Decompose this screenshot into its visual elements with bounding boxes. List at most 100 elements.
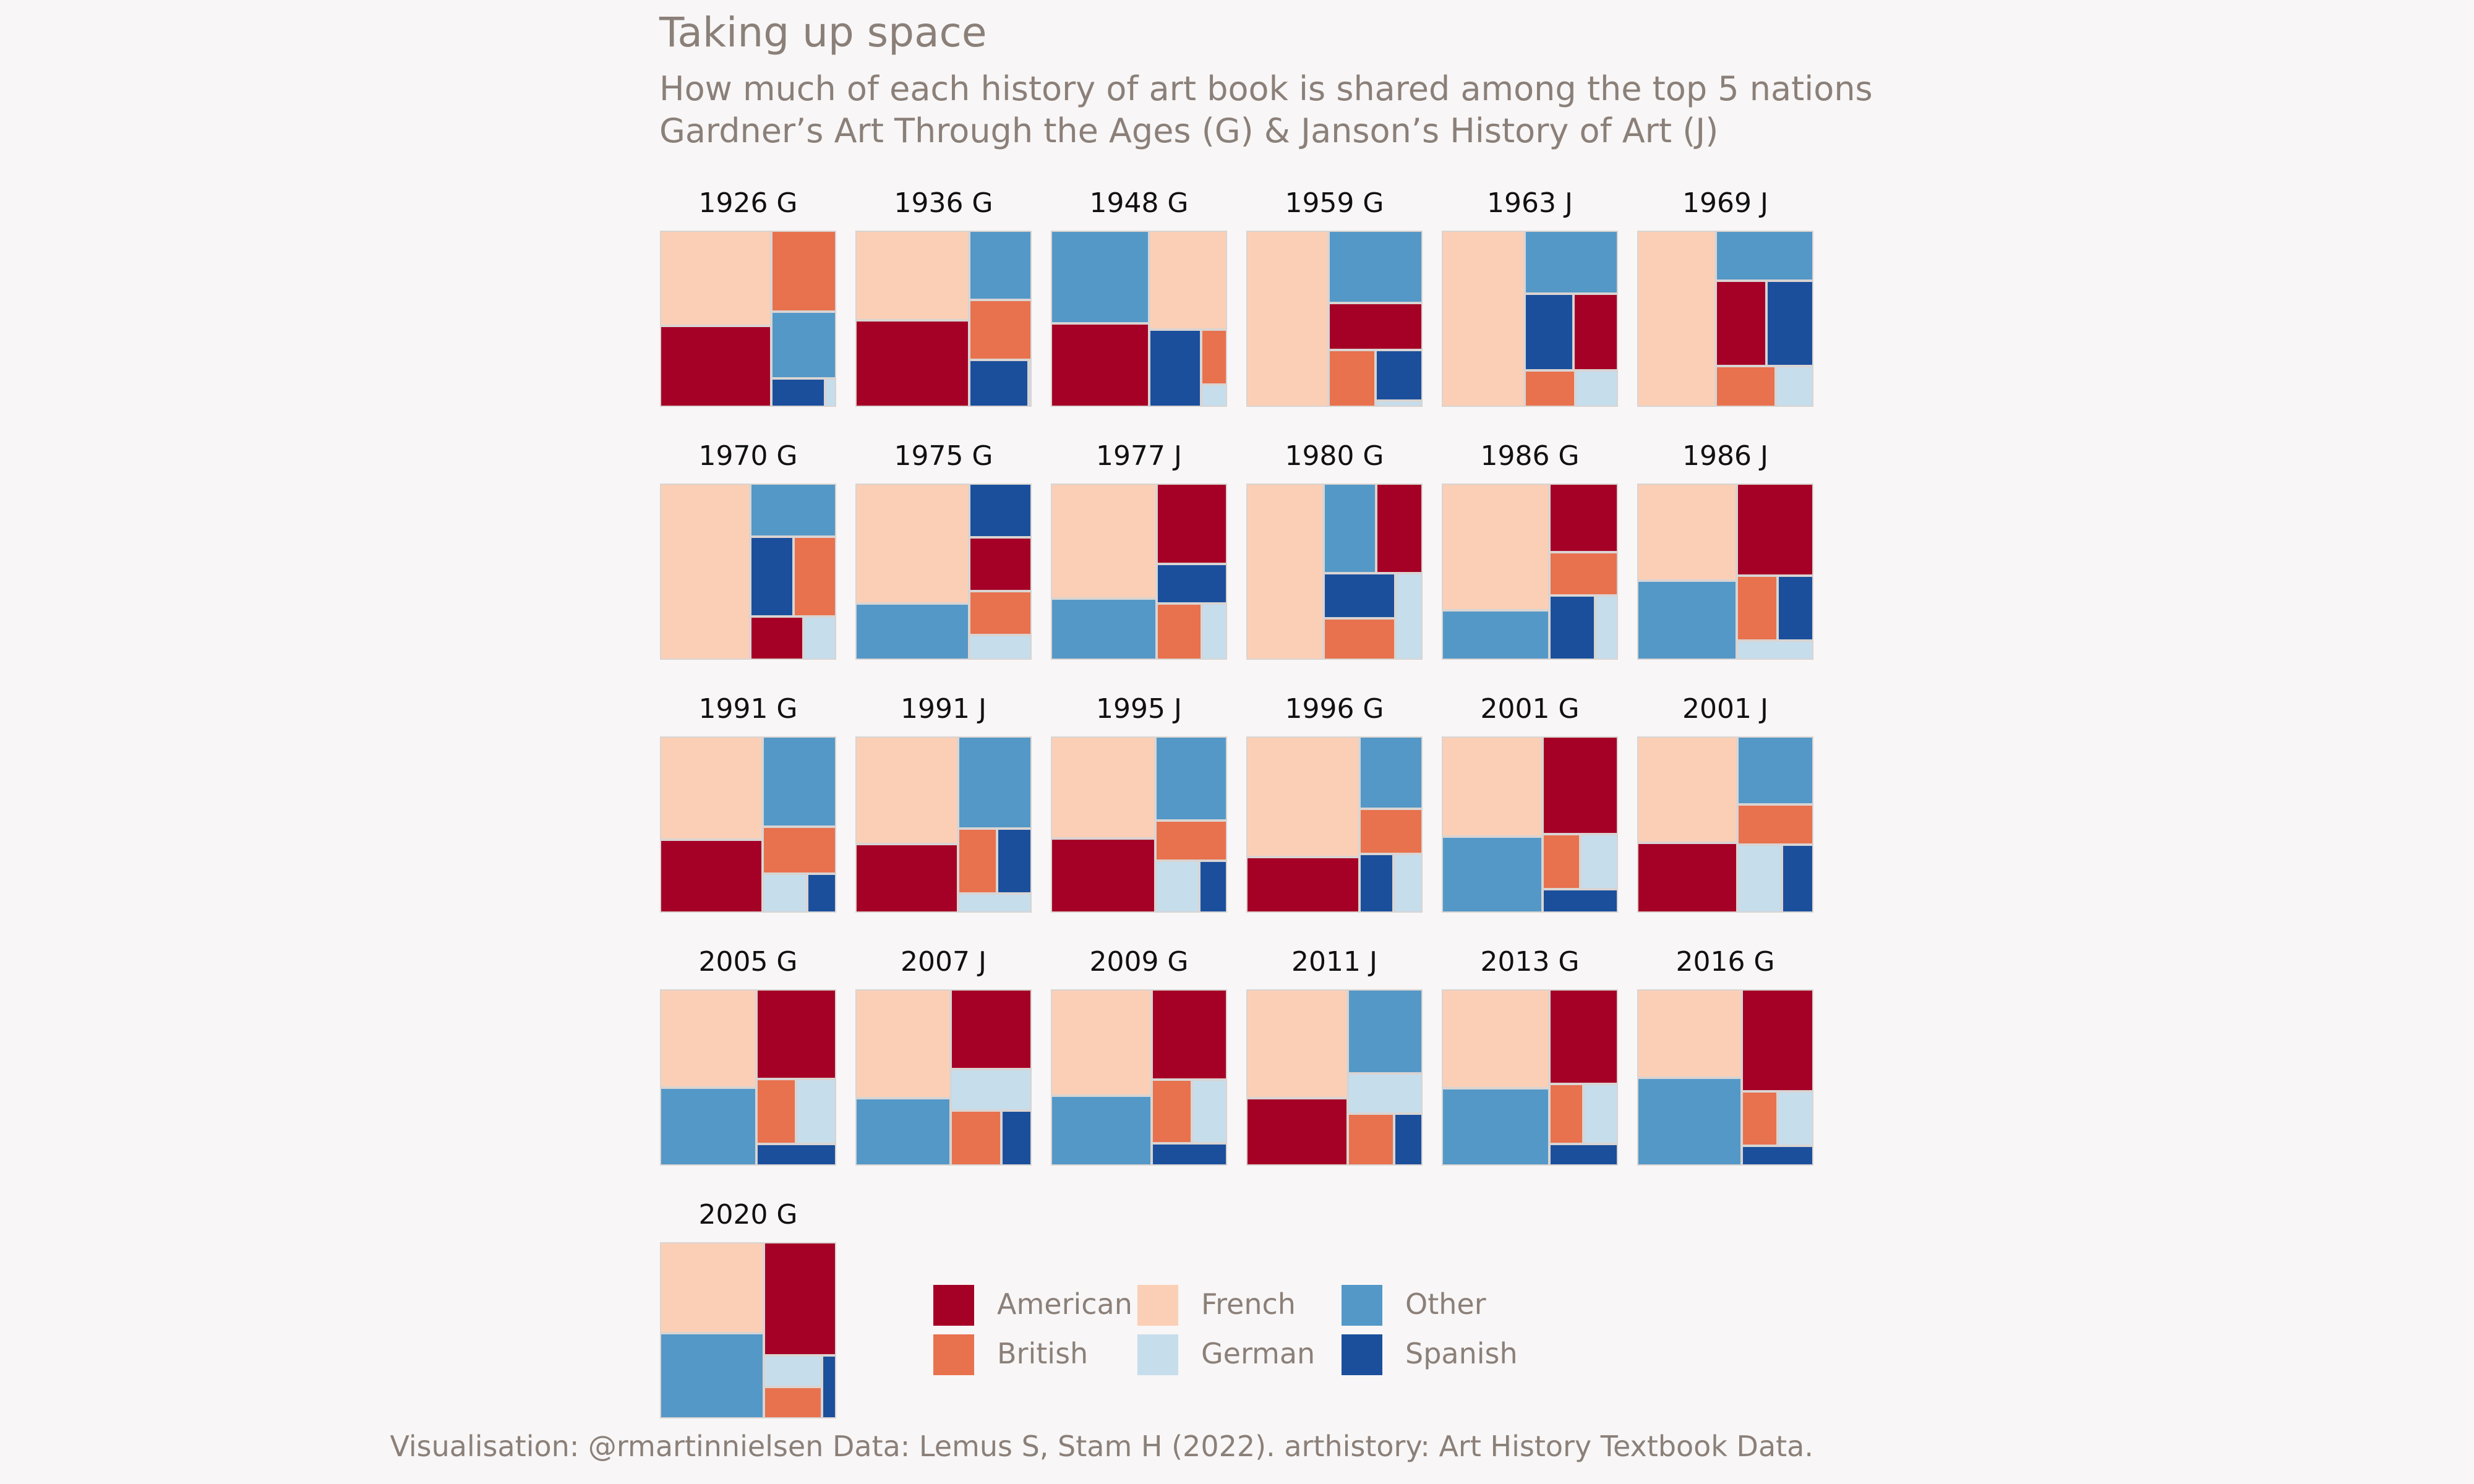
tile-other	[1737, 736, 1813, 805]
tile-german	[957, 893, 1032, 913]
tile-french	[855, 231, 970, 320]
tile-spanish	[807, 873, 836, 913]
tile-american	[1573, 294, 1618, 370]
tile-other	[1715, 231, 1813, 281]
tile-german	[1155, 860, 1200, 913]
panel-label: 1991 G	[698, 693, 798, 725]
tile-british	[1329, 350, 1376, 407]
tile-german	[1737, 641, 1813, 660]
panel-label: 1963 J	[1487, 187, 1573, 219]
tile-american	[1715, 281, 1766, 366]
tile-german	[1583, 1083, 1618, 1145]
tile-german	[763, 873, 807, 913]
tile-other	[1051, 1095, 1152, 1166]
tile-spanish	[1199, 860, 1227, 913]
tile-british	[793, 537, 836, 617]
tile-spanish	[996, 828, 1032, 893]
chart-subtitle-line1: How much of each history of art book is …	[659, 69, 1873, 108]
panel-label: 2013 G	[1480, 946, 1580, 978]
tile-british	[957, 828, 997, 893]
tile-british	[1359, 808, 1423, 854]
tile-american	[951, 989, 1032, 1069]
tile-other	[957, 736, 1032, 829]
tile-other	[1359, 736, 1423, 809]
panel-label: 1977 J	[1096, 440, 1182, 472]
panel-label: 1975 G	[894, 440, 993, 472]
tile-spanish	[1359, 854, 1393, 913]
tile-american	[660, 840, 763, 913]
tile-other	[771, 311, 836, 378]
chart-title: Taking up space	[659, 9, 987, 56]
panel-label: 2016 G	[1676, 946, 1775, 978]
tile-other	[750, 484, 836, 537]
tile-british	[1348, 1113, 1394, 1166]
tile-american	[1246, 857, 1360, 913]
tile-other	[1442, 1088, 1549, 1166]
tile-british	[763, 1387, 822, 1418]
tile-german	[1202, 603, 1227, 660]
tile-german	[1737, 844, 1783, 913]
tile-other	[763, 736, 836, 827]
panel-label: 1969 J	[1682, 187, 1768, 219]
tile-french	[1442, 484, 1549, 610]
tile-british	[1742, 1091, 1778, 1146]
legend-swatch	[1340, 1284, 1384, 1327]
tile-spanish	[1152, 1143, 1227, 1166]
tile-spanish	[1376, 350, 1423, 401]
tile-british	[969, 300, 1032, 360]
tile-french	[1442, 989, 1549, 1089]
tile-french	[855, 484, 970, 604]
tile-german	[1575, 370, 1618, 407]
tile-french	[1637, 989, 1742, 1078]
tile-american	[660, 325, 771, 407]
panel-label: 1980 G	[1285, 440, 1384, 472]
tile-british	[1737, 804, 1813, 845]
tile-german	[1594, 595, 1618, 660]
tile-british	[1549, 552, 1618, 595]
tile-german	[1376, 400, 1423, 407]
panel-label: 2005 G	[698, 946, 798, 978]
tile-spanish	[969, 359, 1029, 407]
panel-label: 2001 G	[1480, 693, 1580, 725]
tile-spanish	[1149, 330, 1202, 407]
tile-french	[1051, 736, 1155, 838]
tile-german	[969, 635, 1032, 660]
panel-label: 1936 G	[894, 187, 993, 219]
tile-british	[1152, 1079, 1192, 1143]
tile-other	[1442, 610, 1549, 660]
tile-spanish	[1549, 595, 1595, 660]
tile-french	[855, 736, 958, 844]
legend-label: Other	[1405, 1287, 1486, 1321]
tile-french	[1149, 231, 1227, 330]
tile-german	[796, 1079, 836, 1145]
tile-other	[660, 1333, 764, 1418]
tile-french	[1442, 231, 1525, 407]
legend-swatch	[1136, 1333, 1179, 1376]
tile-other	[1637, 580, 1737, 660]
tile-spanish	[1766, 281, 1813, 366]
legend-swatch	[1136, 1284, 1179, 1327]
tile-other	[1155, 736, 1227, 821]
panel-label: 2007 J	[901, 946, 987, 978]
tile-french	[1637, 231, 1716, 407]
tile-french	[1246, 989, 1348, 1098]
tile-british	[969, 591, 1032, 636]
panel-label: 1991 J	[901, 693, 987, 725]
panel-label: 1986 G	[1480, 440, 1580, 472]
legend-swatch	[932, 1284, 975, 1327]
tile-spanish	[750, 537, 794, 617]
legend-label: German	[1201, 1337, 1316, 1370]
tile-american	[1549, 484, 1618, 553]
tile-other	[969, 231, 1032, 301]
tile-american	[1152, 989, 1227, 1080]
tile-spanish	[756, 1144, 836, 1166]
tile-spanish	[1001, 1110, 1032, 1166]
tile-american	[756, 989, 836, 1080]
tile-other	[1051, 231, 1150, 323]
legend-label: Spanish	[1405, 1337, 1518, 1370]
tile-other	[660, 1088, 756, 1166]
tile-spanish	[771, 378, 826, 407]
tile-other	[1637, 1077, 1742, 1166]
tile-german	[1028, 359, 1032, 407]
tile-french	[660, 1242, 764, 1334]
